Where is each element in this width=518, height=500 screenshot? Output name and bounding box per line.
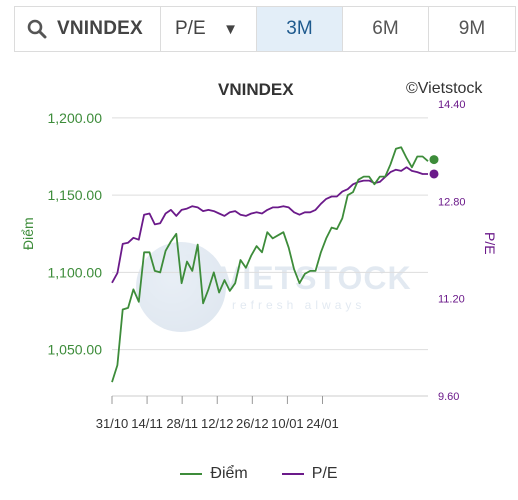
- y-axis-left-label: Điểm: [20, 217, 36, 250]
- x-tick-label: 24/01: [306, 416, 339, 431]
- y-axis-right-label: P/E: [482, 232, 498, 255]
- search-icon: [27, 19, 47, 39]
- y-right-tick-label: 9.60: [438, 391, 459, 403]
- chart-credit: ©Vietstock: [406, 80, 483, 97]
- chart-area: VNINDEX ©Vietstock VIETSTOCK refresh alw…: [0, 60, 518, 500]
- series-end-marker-diem: [429, 155, 439, 165]
- series-line-diem: [111, 146, 429, 383]
- legend-item-diem[interactable]: Điểm: [180, 465, 248, 483]
- series-line-pe: [111, 166, 428, 284]
- legend-swatch-pe: [281, 473, 304, 475]
- chart-title: VNINDEX: [218, 80, 294, 99]
- indicator-select[interactable]: P/E ▼: [161, 7, 257, 51]
- y-left-tick-label: 1,200.00: [48, 110, 103, 126]
- x-tick-label: 26/12: [236, 416, 269, 431]
- y-left-tick-label: 1,150.00: [48, 187, 103, 203]
- symbol-label: VNINDEX: [57, 18, 143, 39]
- chart-plot: 1,200.00 1,150.00 1,100.00 1,050.00 14.40 12.…: [48, 99, 466, 431]
- legend-label-diem: Điểm: [210, 465, 248, 482]
- y-left-tick-label: 1,050.00: [48, 342, 103, 358]
- legend-label-pe: P/E: [311, 465, 338, 482]
- watermark-subtext: refresh always: [232, 298, 366, 312]
- y-right-tick-label: 14.40: [438, 99, 466, 111]
- range-tab-6m[interactable]: 6M: [343, 7, 429, 51]
- range-tab-9m[interactable]: 9M: [458, 18, 486, 39]
- legend-swatch-diem: [180, 473, 203, 475]
- indicator-label: P/E: [175, 18, 206, 39]
- x-tick-label: 28/11: [166, 416, 198, 431]
- y-left-tick-label: 1,100.00: [48, 264, 103, 280]
- symbol-search[interactable]: VNINDEX: [15, 7, 161, 51]
- toolbar: VNINDEX P/E ▼ 3M 6M 9M: [14, 6, 516, 52]
- range-tab-3m[interactable]: 3M: [257, 7, 343, 51]
- watermark: VIETSTOCK refresh always: [136, 240, 411, 332]
- x-tick-label: 10/01: [271, 416, 304, 431]
- chart-legend: Điểm P/E: [0, 462, 518, 486]
- x-tick-label: 12/12: [201, 416, 234, 431]
- watermark-text: VIETSTOCK: [220, 260, 412, 296]
- y-right-tick-label: 11.20: [438, 294, 465, 306]
- x-tick-label: 14/11: [131, 416, 163, 431]
- legend-item-pe[interactable]: P/E: [281, 465, 338, 483]
- caret-down-icon: ▼: [223, 20, 238, 38]
- y-right-tick-label: 12.80: [438, 196, 466, 208]
- x-tick-label: 31/10: [96, 416, 129, 431]
- series-end-marker-pe: [429, 169, 439, 179]
